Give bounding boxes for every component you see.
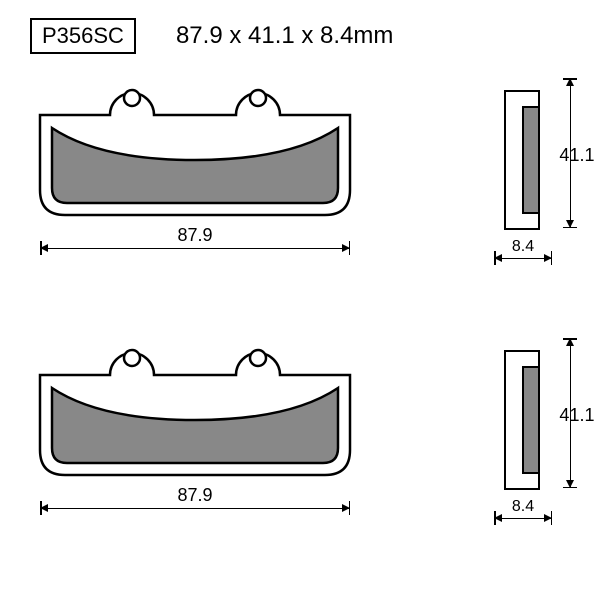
- side-friction: [522, 366, 540, 475]
- dimensions-title: 87.9 x 41.1 x 8.4mm: [176, 22, 393, 50]
- height-label-top: 41.1: [559, 145, 594, 166]
- brake-pad-front-top: [30, 70, 360, 225]
- mounting-hole-right: [250, 90, 266, 106]
- thickness-label-bottom: 8.4: [508, 498, 538, 516]
- pad-front-svg: [30, 70, 360, 225]
- thickness-dimension-top: 8.4: [494, 248, 552, 268]
- mounting-hole-left: [124, 350, 140, 366]
- thickness-label: 8.4: [508, 238, 538, 256]
- side-friction: [522, 106, 540, 215]
- height-label-bottom: 41.1: [559, 405, 594, 426]
- width-label: 87.9: [173, 225, 216, 246]
- thickness-dimension-bottom: 8.4: [494, 508, 552, 528]
- brake-pad-front-bottom: [30, 330, 360, 485]
- brake-pad-side-bottom: [504, 350, 540, 490]
- part-number-box: P356SC: [30, 18, 136, 54]
- header: P356SC 87.9 x 41.1 x 8.4mm: [30, 18, 570, 54]
- pad-front-svg-bottom: [30, 330, 360, 485]
- mounting-hole-right: [250, 350, 266, 366]
- mounting-hole-left: [124, 90, 140, 106]
- brake-pad-side-top: [504, 90, 540, 230]
- width-label-bottom: 87.9: [173, 485, 216, 506]
- width-dimension-top: 87.9: [40, 238, 350, 258]
- width-dimension-bottom: 87.9: [40, 498, 350, 518]
